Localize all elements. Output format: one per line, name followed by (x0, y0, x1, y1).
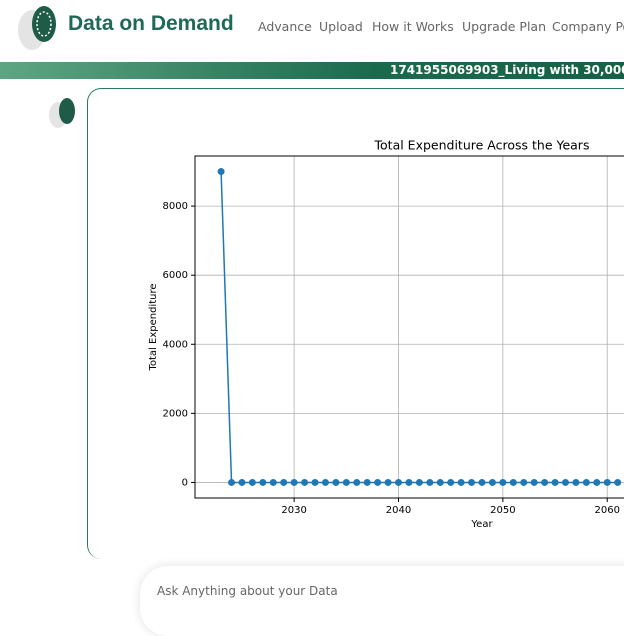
data-point (457, 478, 465, 486)
data-point (353, 478, 361, 486)
data-point (311, 478, 319, 486)
nav-link[interactable]: Company Po (552, 19, 624, 34)
data-point (603, 478, 611, 486)
nav-link[interactable]: How it Works (372, 19, 454, 34)
data-point (468, 478, 476, 486)
data-point (217, 168, 225, 176)
data-point (520, 478, 528, 486)
data-point (405, 478, 413, 486)
data-point (426, 478, 434, 486)
data-point (561, 478, 569, 486)
y-tick-label: 4000 (163, 339, 188, 350)
data-point (530, 478, 538, 486)
logo (18, 6, 56, 50)
data-point (509, 478, 517, 486)
data-point (499, 478, 507, 486)
data-point (280, 478, 288, 486)
x-axis-label: Year (470, 519, 493, 530)
chart: Total Expenditure Across the Years Year … (148, 138, 624, 530)
data-point (332, 478, 340, 486)
x-tick-label: 2040 (386, 505, 411, 516)
y-axis-label: Total Expenditure (148, 283, 159, 371)
data-point (582, 478, 590, 486)
data-point (488, 478, 496, 486)
data-point (395, 478, 403, 486)
nav-link[interactable]: Upgrade Plan (462, 19, 547, 34)
data-point (363, 478, 371, 486)
data-point (269, 478, 277, 486)
x-tick-label: 2030 (281, 505, 306, 516)
data-line (220, 171, 618, 484)
data-point (228, 478, 236, 486)
data-point (593, 478, 601, 486)
data-point (248, 478, 256, 486)
data-point (572, 478, 580, 486)
data-point (478, 478, 486, 486)
data-point (551, 478, 559, 486)
data-point (415, 478, 423, 486)
data-point (374, 478, 382, 486)
data-point (321, 478, 329, 486)
chart-title: Total Expenditure Across the Years (374, 138, 590, 153)
nav-link[interactable]: Upload (319, 19, 363, 34)
x-tick-label: 2060 (595, 505, 620, 516)
chat-input[interactable] (140, 566, 624, 636)
brand[interactable]: Data on Demand (68, 12, 234, 35)
data-point (259, 478, 267, 486)
y-tick-label: 6000 (163, 270, 188, 281)
data-point (238, 478, 246, 486)
data-point (342, 478, 350, 486)
x-tick-label: 2050 (490, 505, 515, 516)
banner-title: 1741955069903_Living with 30,000 salar (390, 63, 624, 77)
banner: 1741955069903_Living with 30,000 salar (0, 62, 624, 79)
data-point (290, 478, 298, 486)
y-tick-label: 8000 (163, 201, 188, 212)
bot-avatar (49, 98, 75, 128)
plot-frame (194, 155, 624, 499)
y-tick-label: 2000 (163, 408, 188, 419)
data-point (447, 478, 455, 486)
data-point (301, 478, 309, 486)
y-tick-label: 0 (182, 477, 188, 488)
input-placeholder: Ask Anything about your Data (157, 584, 338, 598)
data-point (614, 478, 622, 486)
data-point (541, 478, 549, 486)
data-point (436, 478, 444, 486)
data-point (384, 478, 392, 486)
nav-link[interactable]: Advance (258, 19, 312, 34)
